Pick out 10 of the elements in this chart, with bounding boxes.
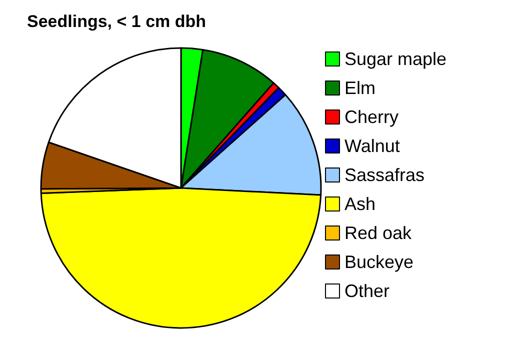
legend-label: Elm xyxy=(344,78,376,98)
legend-label: Sassafras xyxy=(344,165,425,185)
chart-title: Seedlings, < 1 cm dbh xyxy=(27,12,206,31)
legend-label: Sugar maple xyxy=(344,49,447,69)
legend-label: Other xyxy=(344,281,390,301)
legend-label: Buckeye xyxy=(344,252,414,272)
legend-label: Red oak xyxy=(344,223,413,243)
legend-label: Walnut xyxy=(344,136,400,156)
legend-label: Cherry xyxy=(344,107,399,127)
legend-label: Ash xyxy=(344,194,376,214)
